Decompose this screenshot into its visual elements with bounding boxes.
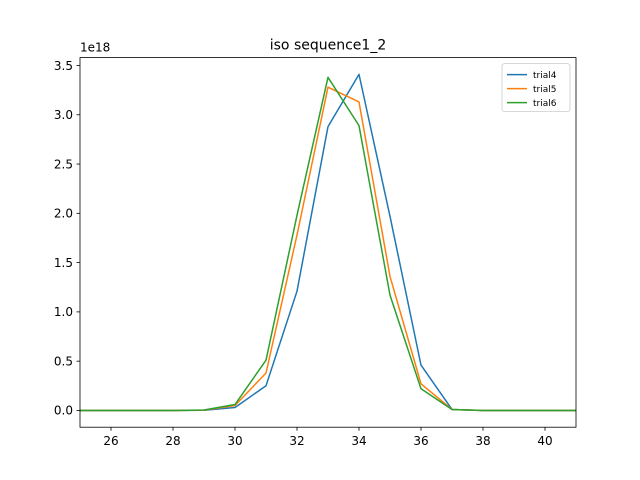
x-tick-label: 26 (103, 434, 118, 448)
y-axis: 0.0 0.5 1.0 1.5 2.0 2.5 3.0 3.5 (54, 59, 80, 418)
x-axis: 26 28 30 32 34 36 38 40 (103, 427, 553, 448)
series-line-trial6 (80, 76, 576, 412)
y-tick-label: 0.0 (54, 404, 73, 418)
x-tick-label: 28 (165, 434, 180, 448)
y-tick-label: 0.5 (54, 354, 73, 368)
x-tick-label: 32 (289, 434, 304, 448)
legend-label-trial5: trial5 (533, 85, 556, 95)
x-tick-label: 40 (537, 434, 552, 448)
plot-frame (79, 57, 577, 428)
y-tick-label: 1.0 (54, 305, 73, 319)
y-tick-label: 1.5 (54, 256, 73, 270)
series-layer (80, 73, 576, 412)
y-tick-label: 2.0 (54, 207, 73, 221)
legend-label-trial4: trial4 (533, 71, 557, 81)
x-tick-label: 38 (475, 434, 490, 448)
legend: trial4 trial5 trial6 (501, 63, 571, 112)
y-tick-label: 3.5 (54, 59, 73, 73)
y-offset-text: 1e18 (80, 41, 110, 55)
x-tick-label: 36 (413, 434, 428, 448)
legend-label-trial6: trial6 (533, 99, 557, 109)
y-tick-label: 3.0 (54, 108, 73, 122)
x-tick-label: 34 (351, 434, 366, 448)
y-tick-label: 2.5 (54, 157, 73, 171)
x-tick-label: 30 (227, 434, 242, 448)
chart-title: iso sequence1_2 (270, 38, 386, 54)
legend-frame (501, 63, 571, 112)
